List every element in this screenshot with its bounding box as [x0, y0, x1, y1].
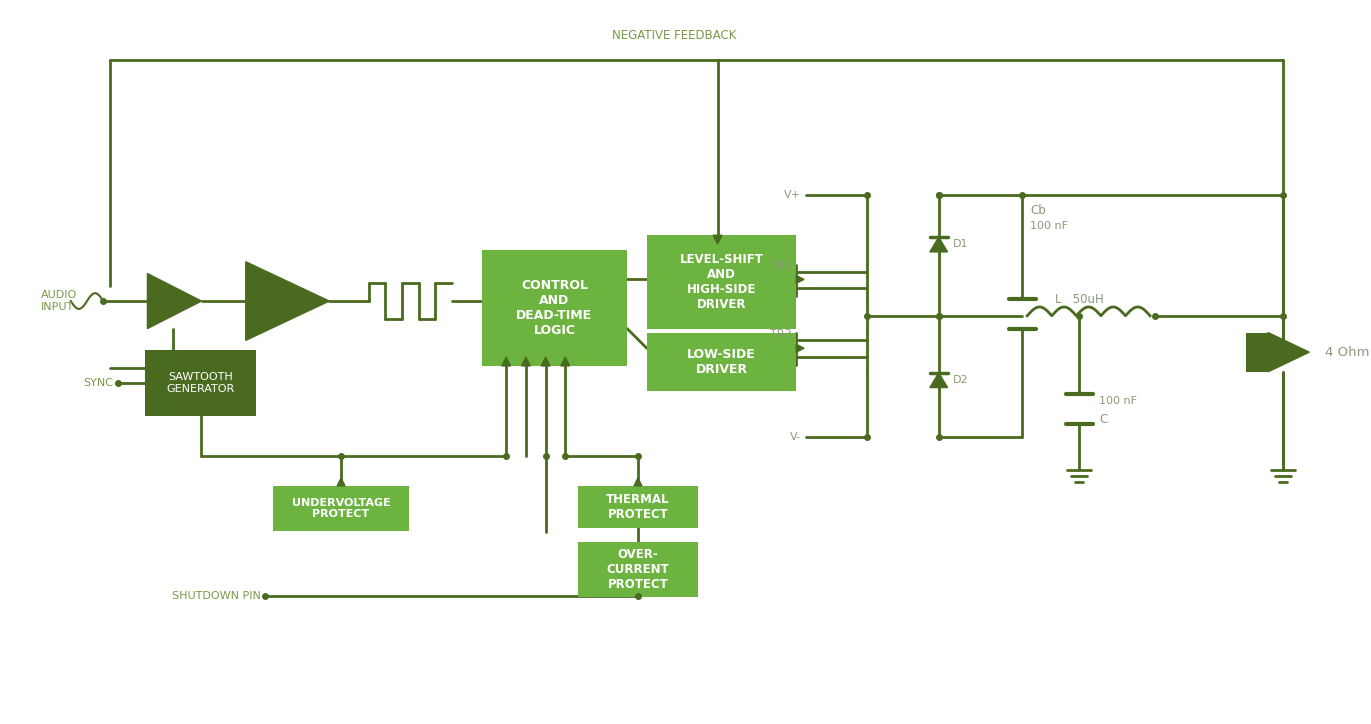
Text: CONTROL
AND
DEAD-TIME
LOGIC: CONTROL AND DEAD-TIME LOGIC	[517, 279, 592, 337]
Polygon shape	[245, 262, 329, 340]
Text: LEVEL-SHIFT
AND
HIGH-SIDE
DRIVER: LEVEL-SHIFT AND HIGH-SIDE DRIVER	[680, 253, 764, 311]
Text: LOW-SIDE
DRIVER: LOW-SIDE DRIVER	[687, 348, 755, 376]
Polygon shape	[633, 478, 642, 486]
Text: OVER-
CURRENT
PROTECT: OVER- CURRENT PROTECT	[606, 548, 669, 591]
Polygon shape	[930, 237, 947, 252]
Text: 100 nF: 100 nF	[1030, 222, 1068, 232]
Text: UNDERVOLTAGE
PROTECT: UNDERVOLTAGE PROTECT	[292, 497, 391, 519]
Text: Cb: Cb	[1030, 204, 1046, 217]
Polygon shape	[561, 357, 569, 366]
Text: 4 Ohm: 4 Ohm	[1324, 345, 1370, 358]
Bar	[1246, 332, 1268, 372]
Bar	[481, 250, 627, 366]
Polygon shape	[1268, 332, 1309, 372]
Polygon shape	[502, 357, 510, 366]
Text: TR2: TR2	[769, 329, 791, 340]
Polygon shape	[542, 357, 550, 366]
Text: AUDIO
INPUT: AUDIO INPUT	[41, 290, 78, 312]
Text: SAWTOOTH
GENERATOR: SAWTOOTH GENERATOR	[166, 372, 234, 394]
Polygon shape	[930, 373, 947, 387]
Text: TR1: TR1	[769, 261, 791, 271]
Bar	[579, 542, 698, 597]
Polygon shape	[713, 235, 723, 244]
Text: SYNC: SYNC	[84, 378, 112, 388]
Bar	[647, 334, 797, 390]
Text: C: C	[1100, 413, 1108, 426]
Polygon shape	[521, 357, 531, 366]
Bar	[145, 350, 255, 416]
Polygon shape	[797, 345, 803, 352]
Polygon shape	[797, 276, 803, 283]
Polygon shape	[148, 274, 202, 329]
Text: L   50uH: L 50uH	[1054, 292, 1104, 306]
Text: V+: V+	[784, 190, 801, 200]
Text: NEGATIVE FEEDBACK: NEGATIVE FEEDBACK	[611, 29, 736, 42]
Text: 100 nF: 100 nF	[1100, 396, 1137, 406]
Text: D1: D1	[953, 239, 968, 249]
Text: V-: V-	[790, 432, 801, 442]
Bar	[273, 486, 409, 531]
Bar	[647, 235, 797, 329]
Text: D2: D2	[953, 375, 968, 384]
Polygon shape	[337, 478, 345, 486]
Text: SHUTDOWN PIN: SHUTDOWN PIN	[171, 591, 260, 601]
Bar	[579, 486, 698, 528]
Text: THERMAL
PROTECT: THERMAL PROTECT	[606, 493, 669, 521]
